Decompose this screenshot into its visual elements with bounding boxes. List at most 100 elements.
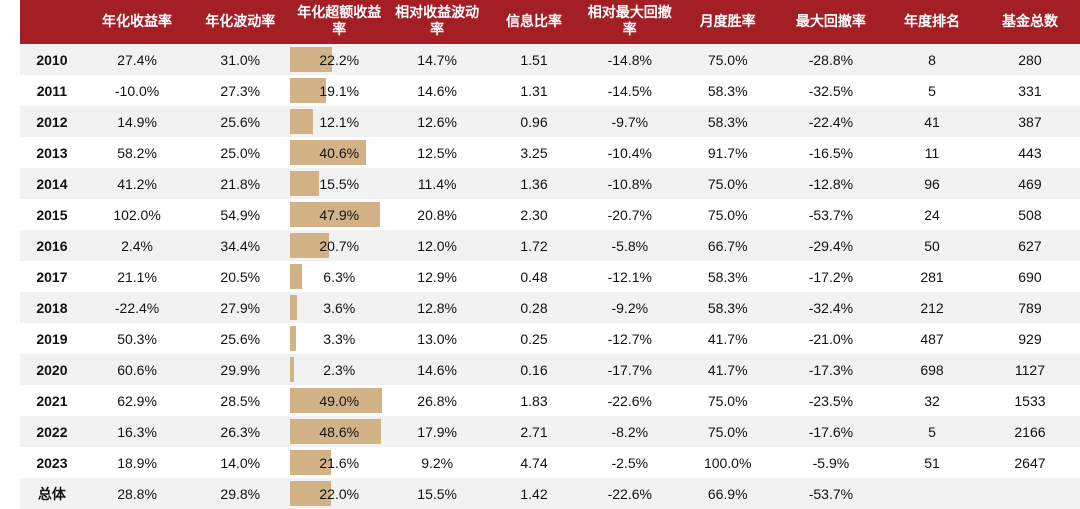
excess-return-bar [290, 202, 381, 227]
information-ratio-cell: 2.71 [486, 416, 582, 447]
fund-count-cell: 331 [979, 75, 1080, 106]
monthly-win-rate-cell: 100.0% [677, 447, 778, 478]
fund-count-cell: 690 [979, 261, 1080, 292]
information-ratio-cell: 0.25 [486, 323, 582, 354]
annual-rank-cell: 50 [884, 230, 980, 261]
excess-return-bar [290, 450, 332, 475]
annual-volatility-cell: 29.9% [190, 354, 291, 385]
annual-return-cell: 62.9% [83, 385, 191, 416]
excess-return-bar [290, 388, 383, 413]
annual-volatility-cell: 34.4% [190, 230, 291, 261]
table-row: 2012 14.9% 25.6% 12.1% 12.6% 0.96 -9.7% 58.3% -2… [20, 106, 1080, 137]
table-row: 2015 102.0% 54.9% 47.9% 20.8% 2.30 -20.7% 75.0%… [20, 199, 1080, 230]
annual-return-cell: 41.2% [83, 168, 191, 199]
excess-return-value: 12.1% [319, 113, 360, 130]
relative-volatility-cell: 12.5% [388, 137, 487, 168]
monthly-win-rate-cell: 75.0% [677, 199, 778, 230]
excess-return-bar [290, 47, 333, 72]
relative-max-drawdown-cell: -9.2% [581, 292, 678, 323]
relative-max-drawdown-cell: -10.4% [581, 137, 678, 168]
excess-return-value: 3.6% [323, 299, 356, 316]
excess-return-bar [290, 481, 332, 506]
annual-excess-return-cell: 15.5% [290, 168, 389, 199]
relative-max-drawdown-cell: -10.8% [581, 168, 678, 199]
max-drawdown-cell: -28.8% [777, 44, 885, 75]
relative-volatility-cell: 14.6% [388, 354, 487, 385]
table-row: 2011 -10.0% 27.3% 19.1% 14.6% 1.31 -14.5% 58.3%… [20, 75, 1080, 106]
year-cell: 2014 [20, 168, 84, 199]
annual-rank-cell: 8 [884, 44, 980, 75]
relative-volatility-cell: 20.8% [388, 199, 487, 230]
table-row: 2021 62.9% 28.5% 49.0% 26.8% 1.83 -22.6% 75.0% -… [20, 385, 1080, 416]
excess-return-value: 6.3% [323, 268, 356, 285]
monthly-win-rate-cell: 58.3% [677, 75, 778, 106]
annual-rank-cell: 96 [884, 168, 980, 199]
monthly-win-rate-cell: 75.0% [677, 416, 778, 447]
information-ratio-cell: 1.83 [486, 385, 582, 416]
excess-return-value: 48.6% [319, 423, 360, 440]
relative-max-drawdown-cell: -17.7% [581, 354, 678, 385]
annual-return-cell: 16.3% [83, 416, 191, 447]
relative-max-drawdown-cell: -12.7% [581, 323, 678, 354]
excess-return-value: 47.9% [319, 206, 360, 223]
information-ratio-cell: 1.51 [486, 44, 582, 75]
relative-volatility-cell: 15.5% [388, 478, 487, 509]
annual-rank-cell: 5 [884, 75, 980, 106]
table-row: 2017 21.1% 20.5% 6.3% 12.9% 0.48 -12.1% 58.3% -1… [20, 261, 1080, 292]
excess-return-bar [290, 109, 314, 134]
annual-volatility-cell: 26.3% [190, 416, 291, 447]
annual-excess-return-cell: 12.1% [290, 106, 389, 137]
annual-excess-return-cell: 20.7% [290, 230, 389, 261]
monthly-win-rate-cell: 58.3% [677, 292, 778, 323]
col-relative-max-drawdown-header: 相对最大回撤率 [581, 0, 678, 44]
relative-volatility-cell: 9.2% [388, 447, 487, 478]
excess-return-value: 49.0% [319, 392, 360, 409]
annual-rank-cell [884, 478, 980, 509]
excess-return-bar [290, 295, 298, 320]
max-drawdown-cell: -32.4% [777, 292, 885, 323]
excess-return-bar [290, 233, 330, 258]
information-ratio-cell: 0.28 [486, 292, 582, 323]
col-year-header [20, 0, 84, 44]
annual-rank-cell: 212 [884, 292, 980, 323]
annual-rank-cell: 11 [884, 137, 980, 168]
fund-count-cell [979, 478, 1080, 509]
annual-return-cell: -10.0% [83, 75, 191, 106]
table-row: 2019 50.3% 25.6% 3.3% 13.0% 0.25 -12.7% 41.7% -2… [20, 323, 1080, 354]
max-drawdown-cell: -16.5% [777, 137, 885, 168]
fund-count-cell: 387 [979, 106, 1080, 137]
max-drawdown-cell: -53.7% [777, 478, 885, 509]
max-drawdown-cell: -17.2% [777, 261, 885, 292]
excess-return-value: 3.3% [323, 330, 356, 347]
table-row: 2014 41.2% 21.8% 15.5% 11.4% 1.36 -10.8% 75.0% -… [20, 168, 1080, 199]
max-drawdown-cell: -5.9% [777, 447, 885, 478]
fund-count-cell: 469 [979, 168, 1080, 199]
relative-max-drawdown-cell: -14.5% [581, 75, 678, 106]
relative-max-drawdown-cell: -20.7% [581, 199, 678, 230]
annual-excess-return-cell: 22.0% [290, 478, 389, 509]
relative-volatility-cell: 12.8% [388, 292, 487, 323]
table-row: 2016 2.4% 34.4% 20.7% 12.0% 1.72 -5.8% 66.7% -29… [20, 230, 1080, 261]
col-annual-volatility-header: 年化波动率 [190, 0, 291, 44]
relative-volatility-cell: 12.6% [388, 106, 487, 137]
fund-count-cell: 1127 [979, 354, 1080, 385]
annual-volatility-cell: 27.9% [190, 292, 291, 323]
year-cell: 2021 [20, 385, 84, 416]
relative-max-drawdown-cell: -22.6% [581, 478, 678, 509]
annual-rank-cell: 32 [884, 385, 980, 416]
excess-return-bar [290, 419, 382, 444]
information-ratio-cell: 3.25 [486, 137, 582, 168]
excess-return-value: 15.5% [319, 175, 360, 192]
information-ratio-cell: 1.42 [486, 478, 582, 509]
relative-volatility-cell: 13.0% [388, 323, 487, 354]
excess-return-bar [290, 357, 295, 382]
information-ratio-cell: 1.72 [486, 230, 582, 261]
monthly-win-rate-cell: 75.0% [677, 385, 778, 416]
table-row: 总体 28.8% 29.8% 22.0% 15.5% 1.42 -22.6% 66.9% -53… [20, 478, 1080, 509]
annual-return-cell: 18.9% [83, 447, 191, 478]
col-information-ratio-header: 信息比率 [486, 0, 582, 44]
max-drawdown-cell: -53.7% [777, 199, 885, 230]
col-annual-rank-header: 年度排名 [884, 0, 980, 44]
annual-excess-return-cell: 47.9% [290, 199, 389, 230]
monthly-win-rate-cell: 58.3% [677, 261, 778, 292]
